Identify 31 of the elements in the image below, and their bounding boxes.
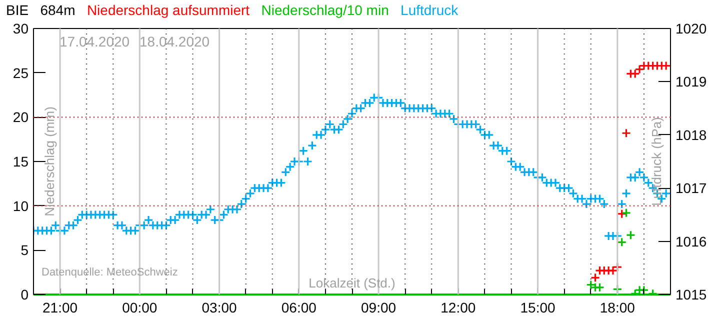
y2-tick-label: 1017 — [676, 180, 707, 196]
text: Luftdruck — [400, 2, 458, 18]
annotation: 17.04.2020 — [60, 34, 130, 50]
text: Niederschlag aufsummiert — [86, 2, 250, 18]
y2-tick-label: 1015 — [676, 286, 707, 302]
y-axis-title: Niederschlag (mm) — [42, 106, 57, 216]
y-tick-label: 0 — [20, 286, 29, 302]
text: Niederschlag/10 min — [261, 2, 389, 18]
x-tick-label: 21:00 — [42, 300, 78, 316]
y-tick-label: 30 — [12, 20, 29, 36]
x-tick-label: 18:00 — [600, 300, 636, 316]
y-tick-label: 25 — [12, 64, 29, 81]
y-tick-label: 20 — [12, 109, 29, 126]
y2-tick-label: 1020 — [676, 20, 707, 36]
y-tick-label: 15 — [12, 154, 29, 170]
annotation: Datenquelle: MeteoSchweiz — [42, 266, 178, 278]
y-tick-label: 10 — [12, 198, 29, 214]
y-tick-label: 5 — [20, 242, 29, 258]
y2-tick-label: 1016 — [676, 233, 707, 250]
x-tick-label: 15:00 — [520, 300, 556, 316]
x-tick-label: 03:00 — [202, 300, 238, 316]
annotation: 18.04.2020 — [140, 34, 210, 50]
x-axis-title: Lokalzeit (Std.) — [308, 276, 396, 290]
x-tick-label: 12:00 — [440, 300, 476, 316]
x-tick-label: 09:00 — [361, 300, 396, 316]
x-tick-label: 00:00 — [122, 300, 158, 316]
y2-tick-label: 1018 — [676, 126, 707, 143]
y2-tick-label: 1019 — [676, 74, 707, 90]
y2-axis-title: Luftdruck (hPa) — [649, 117, 664, 206]
x-tick-label: 06:00 — [281, 300, 317, 316]
chart-title: BIE 684m — [6, 2, 76, 18]
